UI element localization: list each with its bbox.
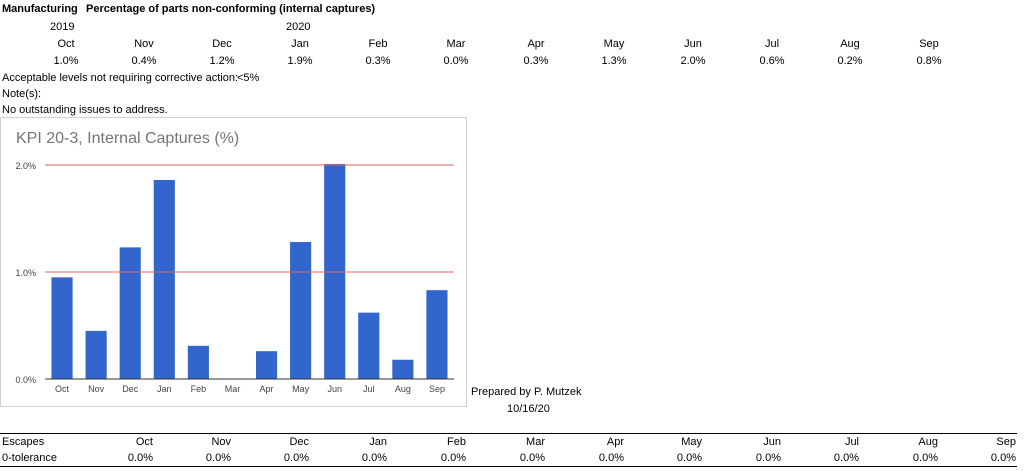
y-tick-label: 1.0% (15, 268, 36, 278)
acceptable-levels-label: Acceptable levels not requiring correcti… (2, 72, 239, 84)
tolerance-label: 0-tolerance (2, 452, 58, 464)
x-tick-label: Feb (191, 384, 207, 394)
escapes-month: Jan (369, 436, 387, 448)
year-2020: 2020 (286, 21, 311, 33)
month-header: Aug (840, 38, 860, 50)
x-tick-label: Nov (88, 384, 105, 394)
percent-value: 1.9% (287, 55, 313, 67)
percent-value: 0.3% (523, 55, 549, 67)
month-header: May (603, 38, 625, 50)
year-2019: 2019 (50, 21, 75, 33)
month-header: Feb (368, 38, 388, 50)
x-tick-label: Oct (55, 384, 70, 394)
x-tick-label: Jul (363, 384, 375, 394)
bar (85, 330, 107, 379)
bar (51, 277, 73, 379)
percent-value: 2.0% (680, 55, 706, 67)
percent-value: 0.0% (443, 55, 469, 67)
month-header: Nov (134, 38, 154, 50)
escapes-month: May (681, 436, 702, 448)
percent-value: 0.8% (916, 55, 942, 67)
escapes-month: Aug (918, 436, 938, 448)
percent-value: 1.0% (53, 55, 79, 67)
chart-title: KPI 20-3, Internal Captures (%) (16, 130, 240, 147)
escapes-month: Feb (447, 436, 466, 448)
escapes-value: 0.0% (205, 452, 231, 464)
x-tick-label: Jan (157, 384, 172, 394)
escapes-value: 0.0% (598, 452, 624, 464)
escapes-bottom-rule (0, 466, 1017, 467)
escapes-value: 0.0% (755, 452, 781, 464)
bar (392, 359, 414, 379)
bar (153, 179, 175, 379)
escapes-value: 0.0% (833, 452, 859, 464)
escapes-value: 0.0% (519, 452, 545, 464)
escapes-month: Dec (289, 436, 309, 448)
bar (119, 247, 141, 379)
x-tick-label: Aug (395, 384, 411, 394)
escapes-month: Mar (526, 436, 545, 448)
month-header: Mar (446, 38, 466, 50)
escapes-top-rule (0, 433, 1017, 434)
escapes-value: 0.0% (912, 452, 938, 464)
month-header: Oct (57, 38, 75, 50)
escapes-month: Nov (211, 436, 231, 448)
percent-value: 0.6% (759, 55, 785, 67)
bar (324, 163, 346, 379)
x-tick-label: Dec (122, 384, 139, 394)
chart-plot: 0.0% 1.0% 2.0% Oct Nov Dec Jan Feb Mar Apr May Jun J… (15, 161, 454, 394)
escapes-value: 0.0% (676, 452, 702, 464)
month-header: Jan (291, 38, 309, 50)
acceptable-levels-value: <5% (237, 72, 260, 84)
percent-value: 1.2% (209, 55, 235, 67)
bar (358, 312, 380, 379)
report-title: Percentage of parts non-conforming (inte… (86, 3, 376, 15)
x-tick-label: Apr (260, 384, 274, 394)
escapes-month: Sep (996, 436, 1016, 448)
percent-value: 1.3% (601, 55, 627, 67)
notes-label: Note(s): (2, 88, 42, 100)
x-tick-label: May (292, 384, 310, 394)
escapes-value: 0.0% (283, 452, 309, 464)
escapes-label: Escapes (2, 436, 45, 448)
escapes-value: 0.0% (990, 452, 1016, 464)
x-tick-label: Jun (327, 384, 342, 394)
month-header: Apr (527, 38, 545, 50)
prepared-date: 10/16/20 (507, 403, 550, 415)
escapes-value: 0.0% (361, 452, 387, 464)
month-header: Jun (684, 38, 702, 50)
escapes-month: Oct (135, 436, 153, 448)
notes-text: No outstanding issues to address. (2, 104, 168, 116)
bar (255, 351, 278, 379)
kpi-chart: KPI 20-3, Internal Captures (%) 0.0% 1.0%… (0, 117, 467, 407)
prepared-by: Prepared by P. Mutzek (471, 386, 582, 398)
escapes-value: 0.0% (440, 452, 466, 464)
y-tick-label: 0.0% (15, 375, 36, 385)
escapes-month: Jul (844, 436, 859, 448)
bar (426, 290, 448, 379)
percent-value: 0.3% (365, 55, 391, 67)
month-header: Jul (764, 38, 780, 50)
month-header: Dec (212, 38, 232, 50)
x-tick-label: Sep (429, 384, 445, 394)
escapes-month: Apr (606, 436, 624, 448)
percent-value: 0.4% (131, 55, 157, 67)
percent-value: 0.2% (837, 55, 863, 67)
bar (187, 345, 209, 379)
y-tick-label: 2.0% (15, 161, 36, 171)
escapes-value: 0.0% (127, 452, 153, 464)
escapes-month: Jun (763, 436, 781, 448)
x-tick-label: Mar (225, 384, 241, 394)
department-label: Manufacturing (2, 3, 78, 15)
bar (290, 242, 312, 379)
month-header: Sep (919, 38, 939, 50)
